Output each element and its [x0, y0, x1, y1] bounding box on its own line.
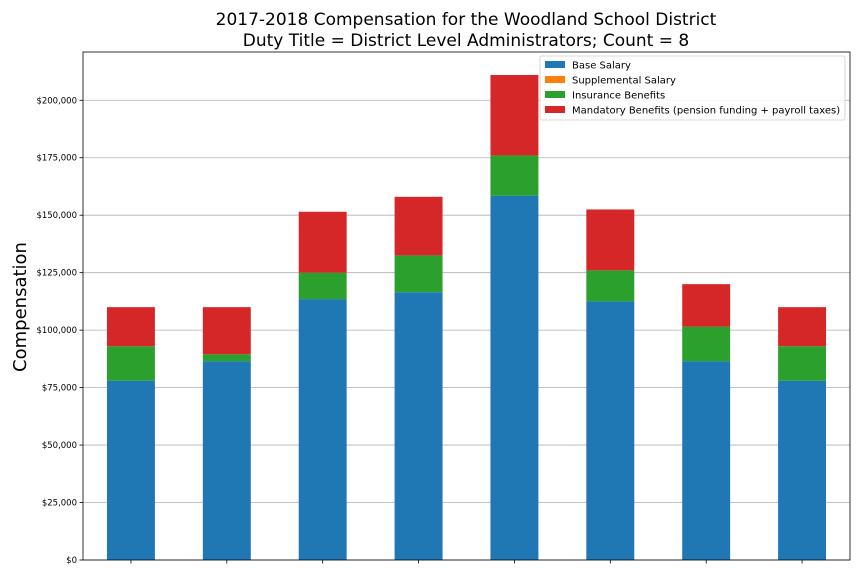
bar-segment: [202, 354, 251, 362]
y-tick-label: $100,000: [36, 326, 77, 336]
bar-segment: [106, 380, 155, 560]
y-tick-label: $75,000: [42, 384, 77, 394]
y-tick-label: $0: [66, 556, 77, 566]
legend-label: Supplemental Salary: [572, 76, 676, 87]
bar-segment: [106, 307, 155, 347]
bar-segment: [682, 326, 731, 362]
bar-segment: [394, 292, 443, 560]
legend-box: [539, 55, 846, 121]
y-tick-label: $50,000: [42, 441, 77, 451]
legend-swatch: [545, 61, 565, 68]
legend-swatch: [545, 106, 565, 113]
axis-ticks: $0 $25,000 $50,000 $75,000 $100,000 $125,000 $…: [36, 96, 803, 566]
bar-segment: [394, 196, 443, 256]
bar-segment: [586, 209, 635, 271]
bar-segment: [490, 74, 539, 156]
y-tick-label: $150,000: [36, 211, 77, 221]
y-tick-label: $175,000: [36, 154, 77, 164]
bar-segment: [106, 346, 155, 381]
bar-segment: [298, 211, 347, 273]
bar-segment: [202, 361, 251, 560]
gridlines: [83, 99, 850, 561]
y-tick-label: $25,000: [42, 499, 77, 509]
y-tick-label: $125,000: [36, 269, 77, 279]
legend-label: Base Salary: [572, 61, 631, 72]
plot-frame: [82, 51, 851, 561]
legend: Base Salary Supplemental Salary Insurance …: [539, 55, 846, 121]
legend-swatch: [545, 76, 565, 83]
bar-segment: [202, 307, 251, 355]
chart-title: 2017-2018 Compensation for the Woodland …: [216, 10, 717, 30]
y-axis-label: Compensation: [10, 242, 31, 372]
chart-subtitle: Duty Title = District Level Administrato…: [243, 31, 689, 51]
legend-swatch: [545, 91, 565, 98]
bar-segment: [586, 301, 635, 560]
bar-segment: [682, 284, 731, 327]
bar-segment: [682, 361, 731, 560]
bars: [106, 74, 827, 560]
y-tick-label: $200,000: [36, 96, 77, 106]
bar-segment: [778, 346, 827, 381]
bar-segment: [490, 155, 539, 196]
bar-segment: [298, 299, 347, 560]
legend-label: Mandatory Benefits (pension funding + pa…: [572, 106, 840, 117]
bar-segment: [298, 272, 347, 300]
bar-segment: [778, 380, 827, 560]
bar-segment: [586, 270, 635, 302]
legend-label: Insurance Benefits: [572, 91, 665, 102]
bar-segment: [394, 255, 443, 293]
bar-segment: [490, 195, 539, 560]
bar-segment: [778, 307, 827, 347]
